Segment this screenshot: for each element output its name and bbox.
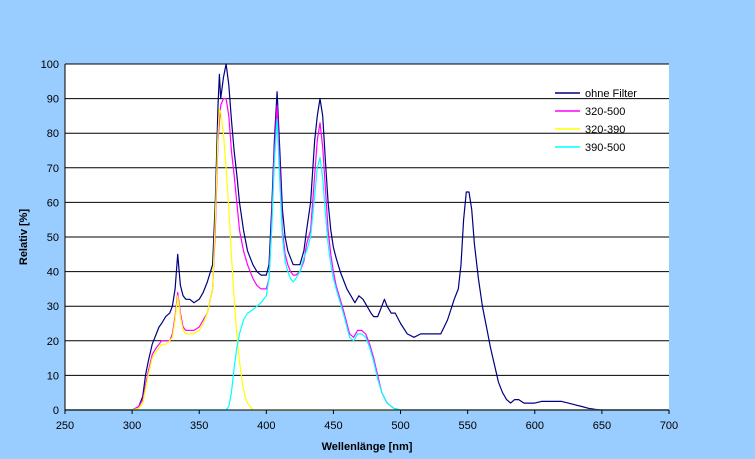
- y-tick-label-100: 100: [41, 59, 59, 71]
- x-tick-label-650: 650: [593, 420, 611, 432]
- y-tick-label-40: 40: [47, 267, 59, 279]
- x-tick-label-400: 400: [257, 420, 275, 432]
- y-tick-label-60: 60: [47, 197, 59, 209]
- x-tick-label-700: 700: [660, 420, 678, 432]
- tick-labels: 0 10 20 30 40 50 60 70 80 90 100 250 300 350 400 450 500…: [41, 59, 679, 432]
- x-axis-title: Wellenlänge [nm]: [322, 441, 413, 453]
- x-tick-label-300: 300: [123, 420, 141, 432]
- y-tick-label-80: 80: [47, 128, 59, 140]
- y-axis-title: Relativ [%]: [18, 209, 30, 266]
- series-line-4: [65, 118, 669, 411]
- x-tick-label-600: 600: [526, 420, 544, 432]
- y-tick-label-50: 50: [47, 232, 59, 244]
- legend: ohne Filter 320-500 320-390 390-500: [555, 88, 637, 154]
- y-tick-label-0: 0: [53, 405, 59, 417]
- x-tick-label-500: 500: [391, 420, 409, 432]
- y-tick-label-10: 10: [47, 370, 59, 382]
- series-line-1: [65, 63, 669, 411]
- legend-label-3: 320-390: [585, 124, 625, 136]
- x-tick-label-450: 450: [324, 420, 342, 432]
- axes: [64, 64, 670, 414]
- y-tick-label-70: 70: [47, 163, 59, 175]
- legend-label-2: 320-500: [585, 106, 625, 118]
- legend-label-1: ohne Filter: [585, 88, 637, 100]
- legend-label-4: 390-500: [585, 142, 625, 154]
- y-tick-label-20: 20: [47, 336, 59, 348]
- y-tick-label-30: 30: [47, 301, 59, 313]
- series-layer: [65, 63, 669, 411]
- x-tick-label-350: 350: [190, 420, 208, 432]
- x-tick-label-550: 550: [458, 420, 476, 432]
- y-tick-label-90: 90: [47, 94, 59, 106]
- x-tick-label-250: 250: [56, 420, 74, 432]
